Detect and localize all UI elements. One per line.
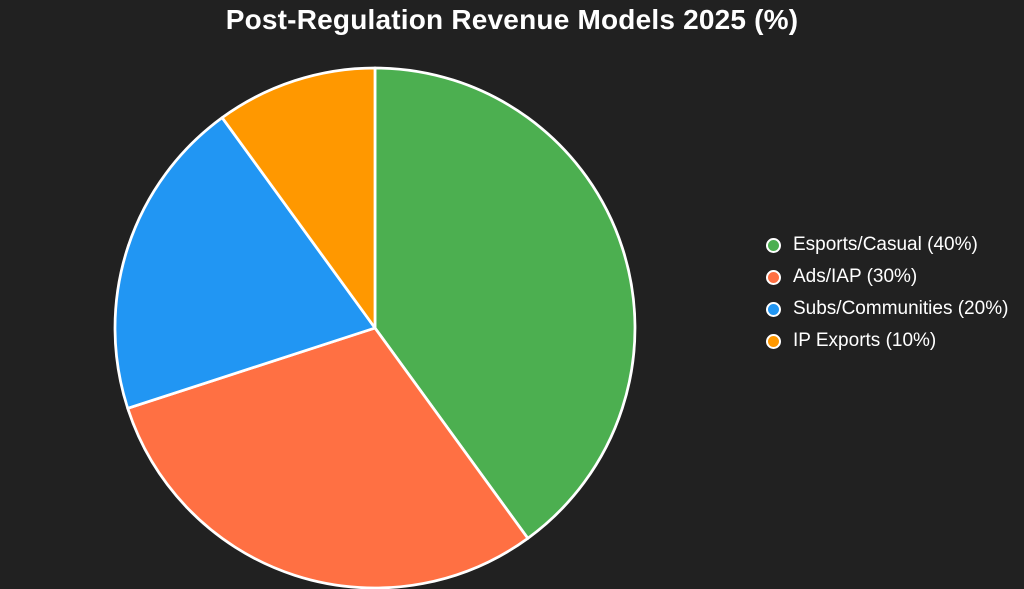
legend-item-esports-casual[interactable]: Esports/Casual (40%) [766,234,1008,256]
chart-title: Post-Regulation Revenue Models 2025 (%) [225,4,799,35]
pie-slice-ip-exports[interactable] [220,66,377,330]
legend-label: IP Exports (10%) [793,330,937,351]
chart-legend: Esports/Casual (40%) Ads/IAP (30%) Subs/Co… [766,234,1008,352]
legend-item-ip-exports[interactable]: IP Exports (10%) [766,330,1008,352]
legend-item-subs-communities[interactable]: Subs/Communities (20%) [766,298,1008,320]
legend-swatch-esports-casual [766,237,781,253]
legend-swatch-ads-iap [766,269,781,285]
legend-label: Subs/Communities (20%) [793,298,1009,319]
legend-label: Ads/IAP (30%) [793,266,918,287]
legend-label: Esports/Casual (40%) [793,234,978,255]
legend-swatch-ip-exports [766,333,781,349]
pie-slice-ads-iap[interactable] [126,326,530,589]
pie-slice-subs-communities[interactable] [113,116,377,410]
legend-item-ads-iap[interactable]: Ads/IAP (30%) [766,266,1008,288]
pie-slice-esports-casual[interactable] [373,66,637,540]
legend-swatch-subs-communities [766,301,781,317]
